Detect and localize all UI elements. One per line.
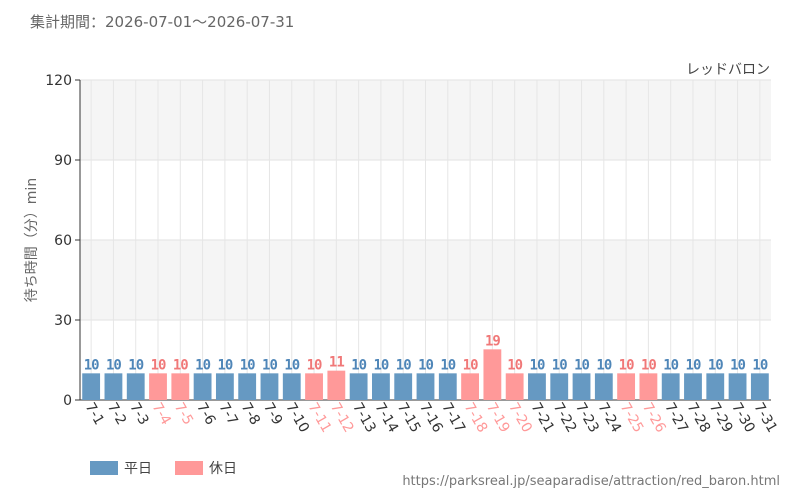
bar-7-17 bbox=[438, 373, 457, 400]
y-tick-label: 120 bbox=[45, 73, 72, 89]
x-tick-label: 7-9 bbox=[260, 400, 285, 428]
chart-title: レッドバロン bbox=[686, 62, 770, 78]
x-tick-label: 7-4 bbox=[149, 400, 174, 428]
bar-7-14 bbox=[372, 373, 390, 400]
legend-holiday: 休日 bbox=[175, 458, 237, 478]
x-tick-label: 7-2 bbox=[104, 400, 129, 428]
legend-holiday-swatch bbox=[175, 461, 203, 475]
bar-value-label: 10 bbox=[262, 357, 277, 373]
bar-value-label: 10 bbox=[284, 357, 299, 373]
bar-7-19 bbox=[483, 349, 502, 400]
bar-value-label: 10 bbox=[173, 357, 188, 373]
bar-value-label: 10 bbox=[574, 357, 589, 373]
y-tick-label: 0 bbox=[63, 393, 72, 409]
bar-7-24 bbox=[594, 373, 613, 400]
bar-7-20 bbox=[505, 373, 524, 400]
legend-holiday-label: 休日 bbox=[209, 461, 237, 477]
period-label: 集計期間：2026-07-01～2026-07-31 bbox=[30, 13, 295, 31]
bar-7-31 bbox=[750, 373, 769, 400]
bar-7-5 bbox=[171, 373, 190, 400]
bar-value-label: 10 bbox=[151, 357, 166, 373]
bar-value-label: 10 bbox=[619, 357, 634, 373]
bar-7-6 bbox=[193, 373, 212, 400]
x-tick-label: 7-5 bbox=[171, 400, 196, 428]
bar-7-21 bbox=[528, 373, 546, 400]
bar-7-30 bbox=[728, 373, 747, 400]
bar-7-4 bbox=[149, 373, 167, 400]
bar-7-10 bbox=[282, 373, 301, 400]
bar-7-22 bbox=[550, 373, 569, 400]
bar-value-label: 10 bbox=[373, 357, 388, 373]
y-tick-label: 60 bbox=[54, 233, 72, 249]
bar-value-label: 11 bbox=[329, 355, 344, 371]
bar-value-label: 19 bbox=[485, 333, 500, 349]
bar-value-label: 10 bbox=[641, 357, 656, 373]
source-url: https://parksreal.jp/seaparadise/attract… bbox=[402, 474, 780, 489]
bar-7-15 bbox=[394, 373, 413, 400]
bar-7-25 bbox=[617, 373, 636, 400]
bar-value-label: 10 bbox=[686, 357, 701, 373]
legend-weekday: 平日 bbox=[90, 458, 152, 478]
x-tick-label: 7-3 bbox=[126, 400, 151, 428]
bar-value-label: 10 bbox=[552, 357, 567, 373]
bar-7-2 bbox=[104, 373, 123, 400]
y-tick-label: 90 bbox=[54, 153, 72, 169]
bar-7-1 bbox=[82, 373, 101, 400]
bar-7-12 bbox=[327, 370, 346, 400]
y-axis-label: 待ち時間（分）min bbox=[24, 178, 40, 302]
legend-weekday-label: 平日 bbox=[124, 461, 152, 477]
bar-value-label: 10 bbox=[730, 357, 745, 373]
bar-value-label: 10 bbox=[463, 357, 478, 373]
bar-value-label: 10 bbox=[530, 357, 545, 373]
bar-value-label: 10 bbox=[351, 357, 366, 373]
bar-7-28 bbox=[684, 373, 702, 400]
bar-value-label: 10 bbox=[596, 357, 611, 373]
bar-value-label: 10 bbox=[418, 357, 433, 373]
bar-value-label: 10 bbox=[396, 357, 411, 373]
x-tick-label: 7-8 bbox=[238, 400, 263, 428]
bar-value-label: 10 bbox=[663, 357, 678, 373]
bar-7-29 bbox=[706, 373, 725, 400]
bar-value-label: 10 bbox=[128, 357, 143, 373]
bar-value-label: 10 bbox=[217, 357, 232, 373]
bar-7-16 bbox=[416, 373, 435, 400]
bar-7-23 bbox=[572, 373, 591, 400]
legend-weekday-swatch bbox=[90, 461, 118, 475]
y-tick-label: 30 bbox=[54, 313, 72, 329]
bar-7-26 bbox=[639, 373, 658, 400]
bar-value-label: 10 bbox=[507, 357, 522, 373]
x-tick-label: 7-7 bbox=[215, 400, 240, 428]
bar-value-label: 10 bbox=[195, 357, 210, 373]
bar-value-label: 10 bbox=[106, 357, 121, 373]
bar-value-label: 10 bbox=[708, 357, 723, 373]
bar-7-18 bbox=[461, 373, 479, 400]
bar-7-9 bbox=[260, 373, 279, 400]
x-tick-label: 7-31 bbox=[750, 400, 780, 436]
bar-value-label: 10 bbox=[307, 357, 322, 373]
bar-7-11 bbox=[305, 373, 323, 400]
bar-7-3 bbox=[126, 373, 145, 400]
bar-7-13 bbox=[349, 373, 368, 400]
x-tick-label: 7-6 bbox=[193, 400, 218, 428]
bar-value-label: 10 bbox=[752, 357, 767, 373]
x-tick-label: 7-1 bbox=[82, 400, 107, 428]
bar-value-label: 10 bbox=[440, 357, 455, 373]
bar-7-8 bbox=[238, 373, 257, 400]
bar-7-27 bbox=[661, 373, 680, 400]
bar-value-label: 10 bbox=[240, 357, 255, 373]
bar-value-label: 10 bbox=[84, 357, 99, 373]
bar-7-7 bbox=[215, 373, 234, 400]
